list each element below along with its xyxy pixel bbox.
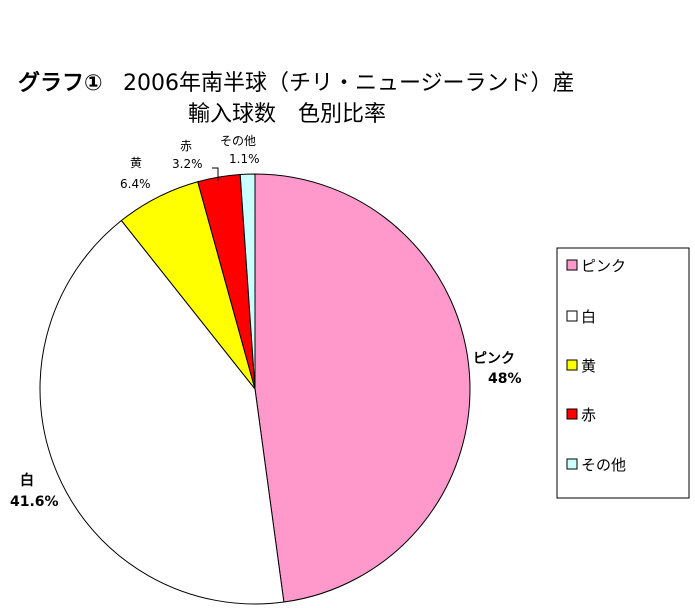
legend-swatch-white	[566, 310, 578, 322]
chart-title-prefix: グラフ①	[18, 70, 103, 96]
legend-label-other: その他	[581, 456, 626, 474]
slice-label-yellow-value: 6.4%	[120, 177, 151, 191]
slice-label-other-value: 1.1%	[229, 152, 260, 166]
legend: ピンク 白 黄 赤 その他	[556, 247, 690, 499]
pie-slice-pink	[254, 173, 471, 603]
chart-title-line2: 輸入球数 色別比率	[188, 102, 386, 127]
slice-label-white-value: 41.6%	[10, 494, 59, 510]
legend-label-pink: ピンク	[581, 257, 626, 275]
slice-label-pink-value: 48%	[488, 371, 522, 387]
legend-swatch-pink	[566, 259, 578, 271]
legend-label-white: 白	[581, 308, 596, 326]
leader-line-red	[212, 167, 219, 181]
slice-label-red-value: 3.2%	[172, 157, 203, 171]
chart-title-line1: 2006年南半球（チリ・ニュージーランド）産	[123, 71, 575, 96]
pie-slice-white	[39, 219, 285, 605]
legend-swatch-red	[566, 408, 578, 420]
pie-slice-other	[239, 173, 256, 390]
slice-label-pink-name: ピンク	[473, 351, 515, 367]
legend-swatch-yellow	[566, 359, 578, 371]
legend-label-yellow: 黄	[581, 357, 596, 375]
legend-label-red: 赤	[581, 406, 596, 424]
slice-label-red-name: 赤	[180, 139, 192, 153]
legend-swatch-other	[566, 458, 578, 470]
slice-label-other-name: その他	[220, 134, 256, 148]
pie-slices	[39, 173, 471, 605]
legend-box	[556, 247, 690, 499]
slice-label-white-name: 白	[20, 472, 34, 489]
slice-label-yellow-name: 黄	[130, 156, 142, 170]
